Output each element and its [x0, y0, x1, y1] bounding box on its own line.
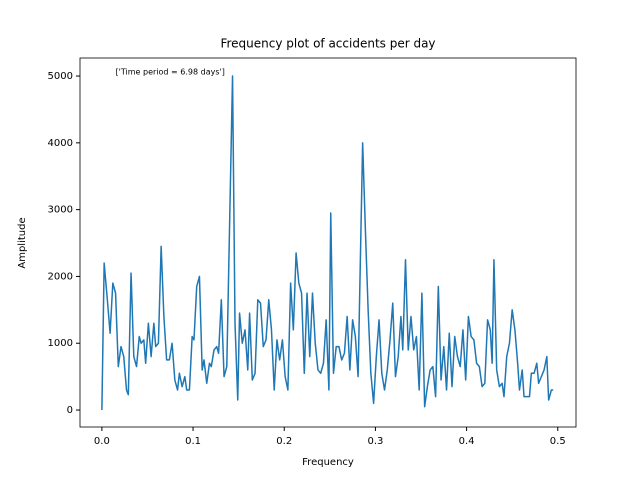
y-tick-label: 1000: [48, 338, 73, 349]
x-tick-label: 0.1: [185, 436, 201, 447]
y-tick-label: 4000: [48, 138, 73, 149]
x-tick-label: 0.2: [276, 436, 292, 447]
data-line: [101, 75, 554, 411]
x-tick-label: 0.4: [459, 436, 475, 447]
x-tick-label: 0.0: [94, 436, 110, 447]
chart-title: Frequency plot of accidents per day: [220, 37, 435, 51]
x-tick-label: 0.3: [367, 436, 383, 447]
y-tick-label: 0: [67, 405, 73, 416]
y-tick-label: 2000: [48, 271, 73, 282]
y-tick-label: 3000: [48, 205, 73, 216]
annotation: ['Time period = 6.98 days']: [116, 68, 225, 77]
y-axis-label: Amplitude: [17, 217, 28, 268]
plot-frame: [79, 57, 577, 428]
x-tick-label: 0.5: [550, 436, 566, 447]
y-tick-label: 5000: [48, 71, 73, 82]
x-axis-label: Frequency: [302, 457, 354, 468]
